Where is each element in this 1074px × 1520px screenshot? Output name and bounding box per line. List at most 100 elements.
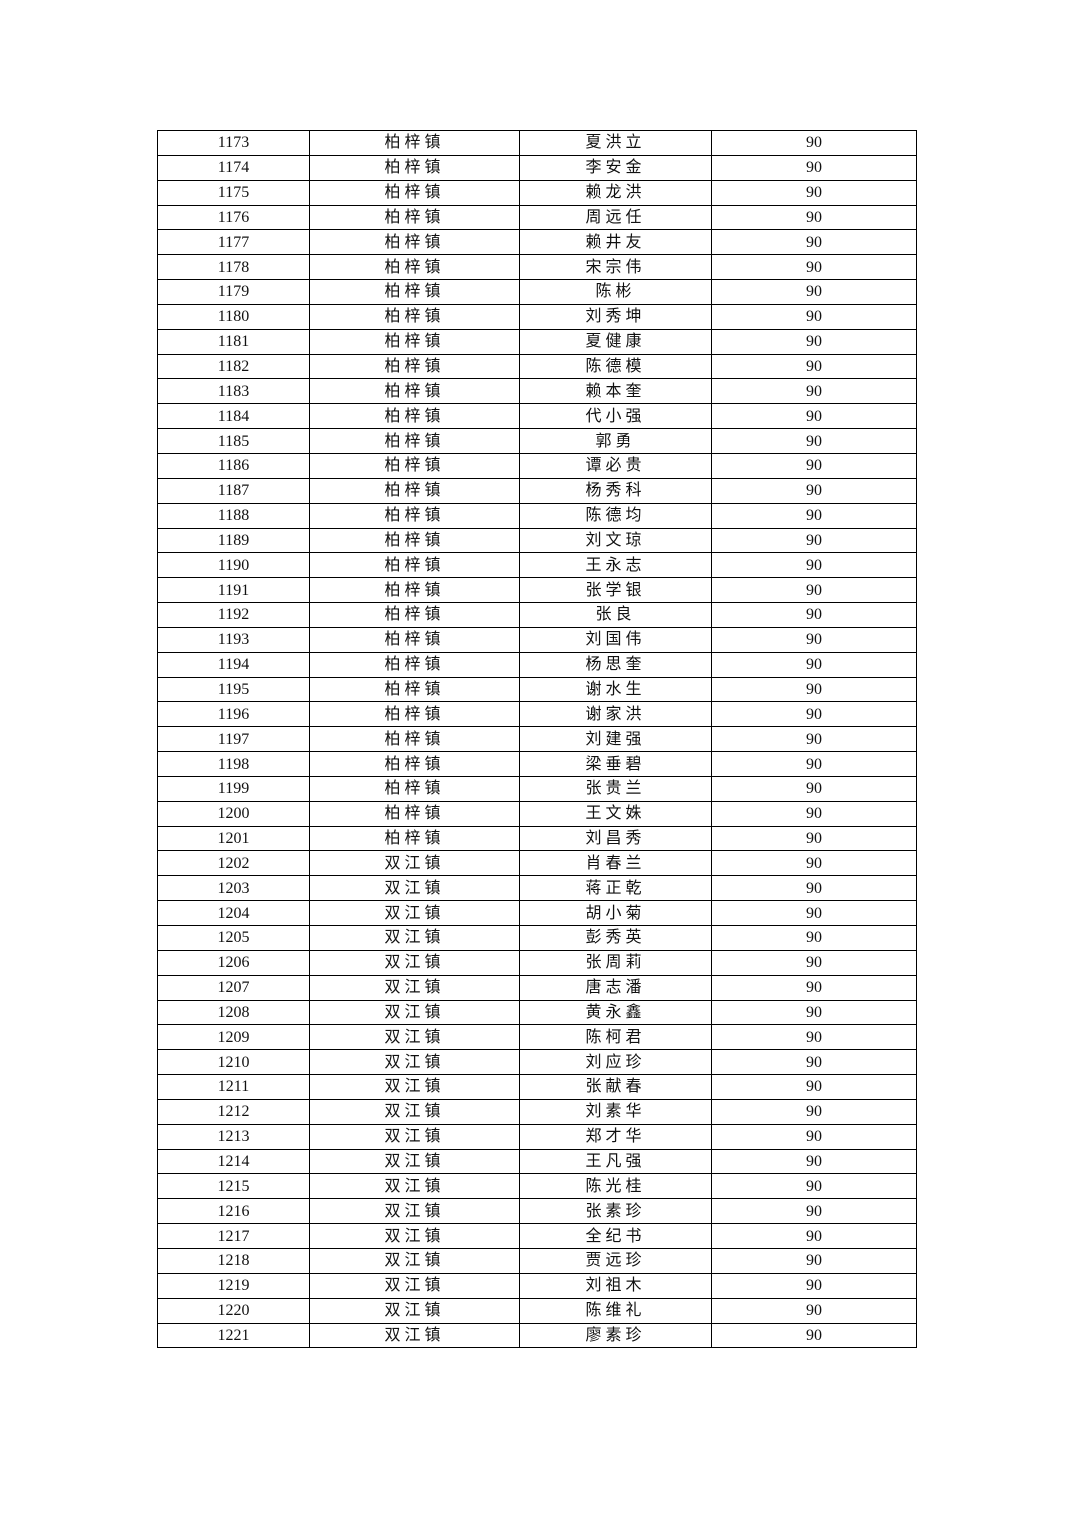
score-cell: 90 (711, 602, 917, 628)
table-row: 1185 柏梓镇 郭勇 90 (157, 428, 917, 454)
row-number-cell: 1216 (157, 1198, 310, 1225)
town-cell: 柏梓镇 (309, 154, 520, 181)
town-cell: 柏梓镇 (309, 179, 520, 206)
row-number-cell: 1191 (157, 577, 310, 604)
table-row: 1211 双江镇 张献春 90 (157, 1074, 917, 1100)
score-cell: 90 (711, 751, 917, 777)
score-cell: 90 (711, 477, 917, 504)
town-cell: 柏梓镇 (309, 701, 520, 728)
town-cell: 柏梓镇 (309, 825, 520, 852)
table-row: 1184 柏梓镇 代小强 90 (157, 403, 917, 430)
town-cell: 柏梓镇 (309, 428, 520, 454)
town-cell: 双江镇 (309, 850, 520, 877)
town-cell: 柏梓镇 (309, 204, 520, 231)
name-cell: 代小强 (519, 403, 712, 430)
table-row: 1218 双江镇 贾远珍 90 (157, 1247, 917, 1274)
name-cell: 陈德模 (519, 353, 712, 380)
town-cell: 双江镇 (309, 999, 520, 1026)
table-row: 1182 柏梓镇 陈德模 90 (157, 353, 917, 380)
name-cell: 谭必贵 (519, 452, 712, 479)
row-number-cell: 1211 (157, 1074, 310, 1100)
row-number-cell: 1194 (157, 651, 310, 678)
name-cell: 刘昌秀 (519, 825, 712, 852)
table-row: 1221 双江镇 廖素珍 90 (157, 1322, 917, 1349)
name-cell: 郭勇 (519, 428, 712, 454)
table-row: 1203 双江镇 蒋正乾 90 (157, 875, 917, 902)
table-row: 1179 柏梓镇 陈彬 90 (157, 279, 917, 305)
score-cell: 90 (711, 949, 917, 976)
score-cell: 90 (711, 1098, 917, 1125)
table-row: 1215 双江镇 陈光桂 90 (157, 1173, 917, 1200)
name-cell: 唐志潘 (519, 974, 712, 1001)
table-row: 1206 双江镇 张周莉 90 (157, 949, 917, 976)
row-number-cell: 1189 (157, 527, 310, 554)
row-number-cell: 1179 (157, 279, 310, 305)
table-row: 1178 柏梓镇 宋宗伟 90 (157, 254, 917, 281)
row-number-cell: 1207 (157, 974, 310, 1001)
table-row: 1186 柏梓镇 谭必贵 90 (157, 452, 917, 479)
table-row: 1196 柏梓镇 谢家洪 90 (157, 701, 917, 728)
town-cell: 柏梓镇 (309, 726, 520, 753)
table-row: 1201 柏梓镇 刘昌秀 90 (157, 825, 917, 852)
score-cell: 90 (711, 328, 917, 355)
table-row: 1183 柏梓镇 赖本奎 90 (157, 378, 917, 405)
town-cell: 双江镇 (309, 974, 520, 1001)
table-row: 1197 柏梓镇 刘建强 90 (157, 726, 917, 753)
row-number-cell: 1183 (157, 378, 310, 405)
score-cell: 90 (711, 130, 917, 156)
town-cell: 双江镇 (309, 1198, 520, 1225)
name-cell: 蒋正乾 (519, 875, 712, 902)
row-number-cell: 1173 (157, 130, 310, 156)
table-row: 1202 双江镇 肖春兰 90 (157, 850, 917, 877)
name-cell: 杨思奎 (519, 651, 712, 678)
name-cell: 王文姝 (519, 800, 712, 827)
town-cell: 双江镇 (309, 1148, 520, 1175)
row-number-cell: 1187 (157, 477, 310, 504)
row-number-cell: 1174 (157, 154, 310, 181)
score-cell: 90 (711, 552, 917, 579)
table-row: 1180 柏梓镇 刘秀坤 90 (157, 303, 917, 330)
row-number-cell: 1190 (157, 552, 310, 579)
name-cell: 全纪书 (519, 1223, 712, 1249)
name-cell: 杨秀科 (519, 477, 712, 504)
row-number-cell: 1182 (157, 353, 310, 380)
town-cell: 柏梓镇 (309, 403, 520, 430)
row-number-cell: 1181 (157, 328, 310, 355)
score-cell: 90 (711, 651, 917, 678)
name-cell: 刘建强 (519, 726, 712, 753)
row-number-cell: 1198 (157, 751, 310, 777)
town-cell: 双江镇 (309, 875, 520, 902)
name-cell: 彭秀英 (519, 925, 712, 951)
town-cell: 柏梓镇 (309, 800, 520, 827)
row-number-cell: 1206 (157, 949, 310, 976)
row-number-cell: 1202 (157, 850, 310, 877)
score-cell: 90 (711, 676, 917, 703)
name-cell: 陈维礼 (519, 1297, 712, 1324)
town-cell: 柏梓镇 (309, 577, 520, 604)
town-cell: 柏梓镇 (309, 477, 520, 504)
town-cell: 柏梓镇 (309, 130, 520, 156)
row-number-cell: 1180 (157, 303, 310, 330)
name-cell: 张良 (519, 602, 712, 628)
name-cell: 陈彬 (519, 279, 712, 305)
name-cell: 刘祖木 (519, 1272, 712, 1299)
table-row: 1219 双江镇 刘祖木 90 (157, 1272, 917, 1299)
name-cell: 谢水生 (519, 676, 712, 703)
score-cell: 90 (711, 378, 917, 405)
name-cell: 陈光桂 (519, 1173, 712, 1200)
row-number-cell: 1210 (157, 1049, 310, 1076)
score-cell: 90 (711, 154, 917, 181)
row-number-cell: 1221 (157, 1322, 310, 1349)
row-number-cell: 1176 (157, 204, 310, 231)
table-row: 1210 双江镇 刘应珍 90 (157, 1049, 917, 1076)
score-cell: 90 (711, 726, 917, 753)
town-cell: 柏梓镇 (309, 775, 520, 802)
row-number-cell: 1193 (157, 626, 310, 653)
town-cell: 柏梓镇 (309, 602, 520, 628)
name-cell: 刘秀坤 (519, 303, 712, 330)
row-number-cell: 1209 (157, 1024, 310, 1051)
town-cell: 柏梓镇 (309, 378, 520, 405)
table-row: 1204 双江镇 胡小菊 90 (157, 900, 917, 926)
name-cell: 胡小菊 (519, 900, 712, 926)
score-cell: 90 (711, 1272, 917, 1299)
